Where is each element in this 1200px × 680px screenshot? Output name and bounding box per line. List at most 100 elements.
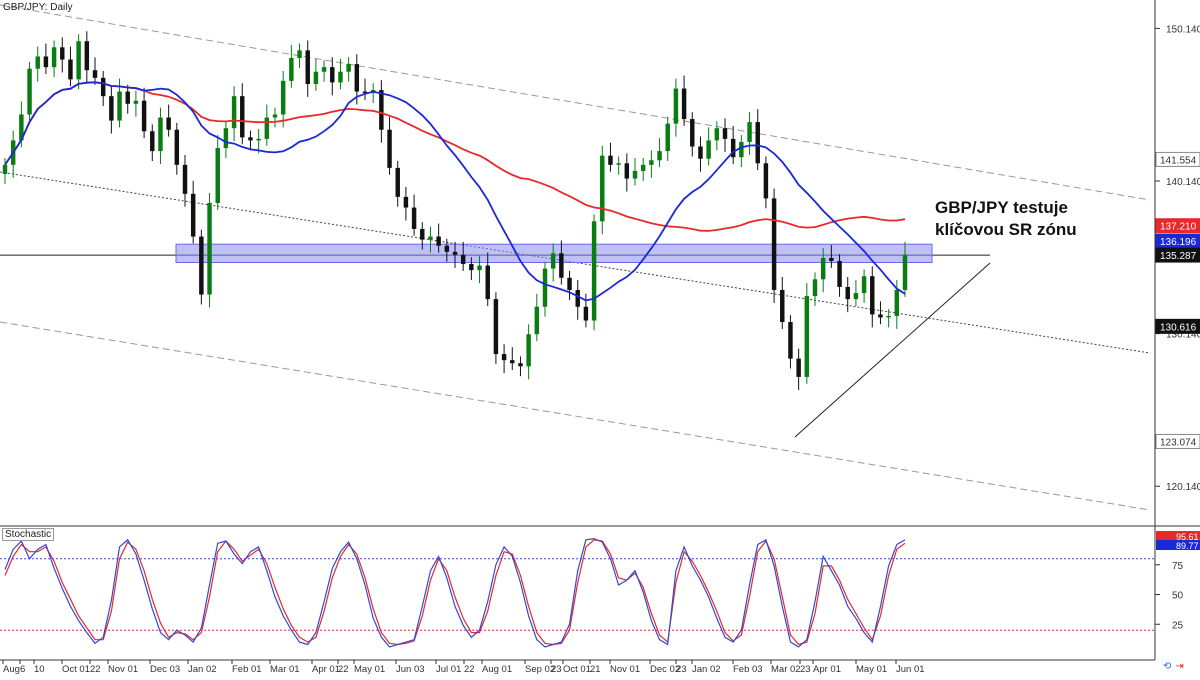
channel-upper-line xyxy=(0,4,1151,201)
candle-body xyxy=(853,293,859,300)
corner-icons: ⟲ ⇥ xyxy=(1163,661,1188,672)
ma-blue-line xyxy=(4,81,906,302)
candle-body xyxy=(665,123,670,152)
time-tick-label: Nov 01 xyxy=(610,664,640,675)
candle-body xyxy=(35,56,40,69)
stoch-tag-label: 95.61 xyxy=(1176,532,1199,542)
stoch-k-line xyxy=(4,537,906,648)
time-tick-label: Sep 02 xyxy=(525,664,555,675)
candle-body xyxy=(321,67,327,72)
candle-body xyxy=(706,140,711,159)
candle-body xyxy=(820,257,826,280)
close-icon[interactable]: ⇥ xyxy=(1175,661,1184,672)
candle-body xyxy=(616,163,621,165)
annotation-line-1: GBP/JPY testuje xyxy=(935,198,1068,217)
price-tag-label: 135.287 xyxy=(1160,251,1197,262)
candle-body xyxy=(174,129,180,165)
annotation-line-2: klíčovou SR zónu xyxy=(935,220,1077,239)
channel-lower-line xyxy=(0,321,1151,511)
candle-body xyxy=(43,56,49,68)
time-tick-label: Apr 01 xyxy=(813,664,841,675)
candle-body xyxy=(19,114,24,141)
candle-body xyxy=(657,151,662,161)
candle-body xyxy=(379,90,384,130)
candle-body xyxy=(60,47,65,60)
price-tag-label: 136.196 xyxy=(1160,237,1197,248)
candle-body xyxy=(141,100,147,132)
time-tick-label: 10 xyxy=(34,664,45,675)
candle-body xyxy=(755,122,760,164)
time-tick-label: Feb 03 xyxy=(733,664,763,675)
candle-body xyxy=(583,306,589,321)
candle-body xyxy=(624,163,630,179)
candle-body xyxy=(542,268,548,307)
candle-body xyxy=(411,207,417,229)
candle-body xyxy=(886,315,891,318)
candle-body xyxy=(600,155,605,222)
candle-body xyxy=(231,96,237,129)
candle-body xyxy=(714,128,720,141)
time-tick-label: Jun 01 xyxy=(896,664,925,675)
time-tick-label: 22 xyxy=(464,664,475,675)
price-tag-label: 130.616 xyxy=(1160,322,1197,333)
time-tick-label: Aug 01 xyxy=(482,664,512,675)
candle-body xyxy=(812,279,818,297)
candle-body xyxy=(690,119,695,147)
time-tick-label: 6 xyxy=(20,664,25,675)
candle-body xyxy=(804,296,810,377)
candle-body xyxy=(420,228,425,240)
time-tick-label: Jul 01 xyxy=(436,664,461,675)
candle-body xyxy=(51,47,57,68)
time-tick-label: Feb 01 xyxy=(232,664,262,675)
ma-red-line xyxy=(4,81,906,232)
candle-body xyxy=(501,354,507,361)
candle-body xyxy=(493,299,499,355)
candle-body xyxy=(338,71,343,83)
candle-body xyxy=(240,96,245,138)
time-tick-label: 21 xyxy=(590,664,601,675)
candle-body xyxy=(771,198,777,290)
candle-body xyxy=(788,322,793,359)
sync-icon[interactable]: ⟲ xyxy=(1163,661,1172,672)
candle-body xyxy=(534,306,540,335)
candle-body xyxy=(190,193,196,237)
candle-body xyxy=(550,253,556,269)
candle-body xyxy=(27,68,32,115)
candle-body xyxy=(902,254,908,290)
price-tick-label: 120.140 xyxy=(1166,482,1200,493)
time-tick-label: 23 xyxy=(676,664,687,675)
time-tick-label: Aug xyxy=(3,664,20,675)
candle-body xyxy=(256,138,261,141)
candle-body xyxy=(199,236,204,295)
candle-body xyxy=(215,148,220,203)
candle-body xyxy=(681,88,687,120)
candle-body xyxy=(109,96,114,121)
candle-body xyxy=(444,245,450,252)
candle-body xyxy=(289,57,294,81)
candle-body xyxy=(608,155,613,165)
candle-body xyxy=(133,100,139,104)
time-tick-label: Jan 02 xyxy=(692,664,721,675)
candle-body xyxy=(403,196,409,208)
candle-body xyxy=(452,251,458,255)
candle-body xyxy=(182,164,188,194)
chart-annotation: GBP/JPY testuje klíčovou SR zónu xyxy=(935,197,1135,241)
candle-body xyxy=(591,221,597,321)
candle-body xyxy=(158,117,163,152)
candle-body xyxy=(510,360,515,364)
candle-body xyxy=(747,122,752,142)
triangle-support-line xyxy=(794,262,991,438)
time-tick-label: Nov 01 xyxy=(108,664,138,675)
candle-body xyxy=(698,146,703,159)
candle-body xyxy=(362,91,368,94)
stoch-tick-label: 75 xyxy=(1172,561,1184,572)
candle-body xyxy=(84,41,90,71)
candle-body xyxy=(829,257,834,261)
time-tick-label: 23 xyxy=(800,664,811,675)
price-tag-box xyxy=(1155,151,1200,167)
candle-body xyxy=(575,289,580,307)
candle-body xyxy=(272,114,278,118)
price-tick-label: 140.140 xyxy=(1166,177,1200,188)
